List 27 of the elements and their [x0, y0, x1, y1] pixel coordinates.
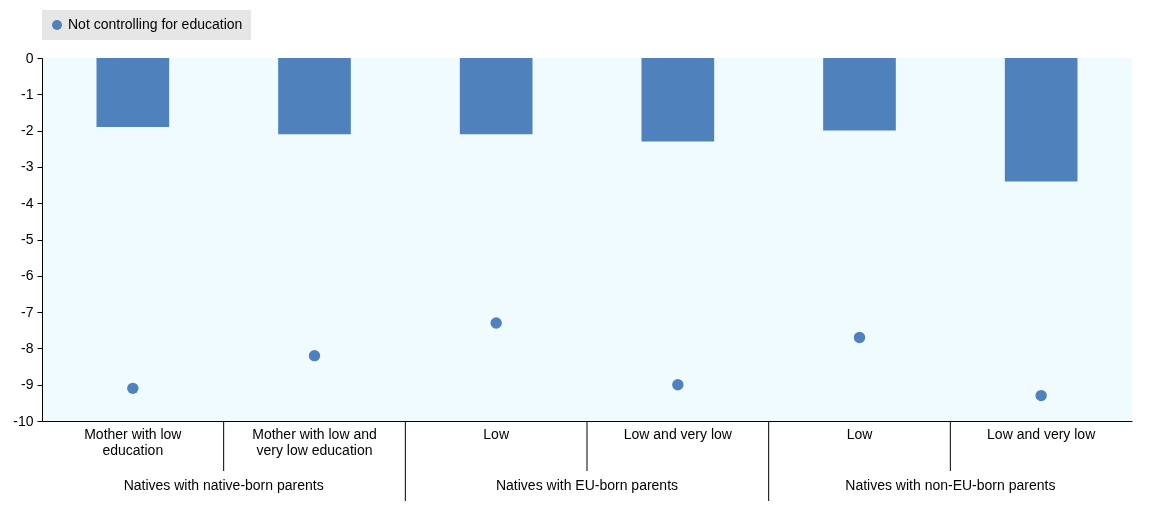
x-tick-label: Mother with low education [84, 425, 183, 458]
point [127, 382, 139, 395]
point [853, 331, 866, 344]
y-tick-label: -8 [21, 339, 34, 356]
text: Natives with non-EU-born parents [845, 477, 1056, 493]
y-tick-label: -7 [21, 303, 34, 320]
y-tick-label: -2 [21, 122, 34, 139]
y-tick-label: -3 [21, 158, 34, 175]
y-tick-label: -6 [21, 267, 34, 284]
point [672, 379, 684, 391]
legend-label: Not controlling for education [68, 16, 243, 32]
x-tick-label: Mother with low and very low education [252, 425, 377, 458]
x-tick-label: Low and very low [623, 425, 733, 442]
y-tick-label: -4 [21, 194, 34, 211]
x-tick-label: Low [483, 425, 510, 442]
x-tick-label: Low and very low [987, 425, 1097, 442]
text: Natives with native-born parents [123, 477, 324, 493]
text: Natives with EU-born parents [495, 477, 679, 493]
point [490, 317, 502, 329]
point [1035, 389, 1047, 402]
y-tick-label: -5 [21, 231, 34, 247]
y-tick-label: -9 [21, 376, 34, 393]
y-tick-label: 0 [25, 49, 34, 66]
y-tick-label: -1 [21, 85, 34, 102]
point [308, 349, 321, 362]
y-tick-label: -10 [13, 412, 34, 429]
x-tick-label: Low [846, 425, 874, 442]
